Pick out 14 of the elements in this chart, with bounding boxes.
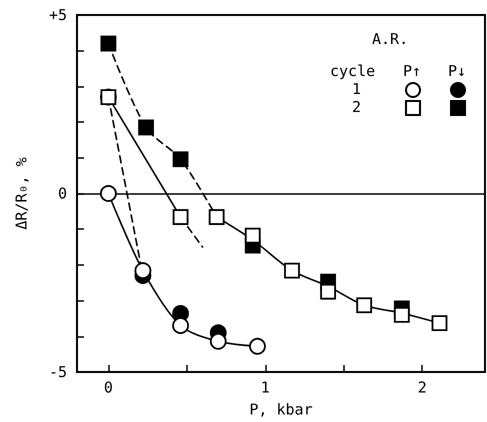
x-tick-label: 1 — [260, 378, 270, 396]
annotation: cycle — [330, 62, 376, 80]
y-axis-title: ΔR/R₀, % — [12, 157, 30, 230]
x-axis-title: P, kbar — [249, 400, 313, 418]
annotation: 2 — [352, 98, 362, 116]
x-tick-label: 0 — [104, 378, 113, 396]
annotation: 1 — [352, 80, 362, 98]
legend-title: A.R. — [372, 30, 408, 48]
annotation: P↑ — [403, 62, 422, 80]
y-tick-label: +5 — [48, 6, 67, 24]
y-tick-label: 0 — [58, 184, 67, 202]
x-tick-label: 2 — [418, 378, 427, 396]
annotation: P↓ — [448, 62, 466, 80]
y-tick-label: -5 — [48, 363, 67, 381]
